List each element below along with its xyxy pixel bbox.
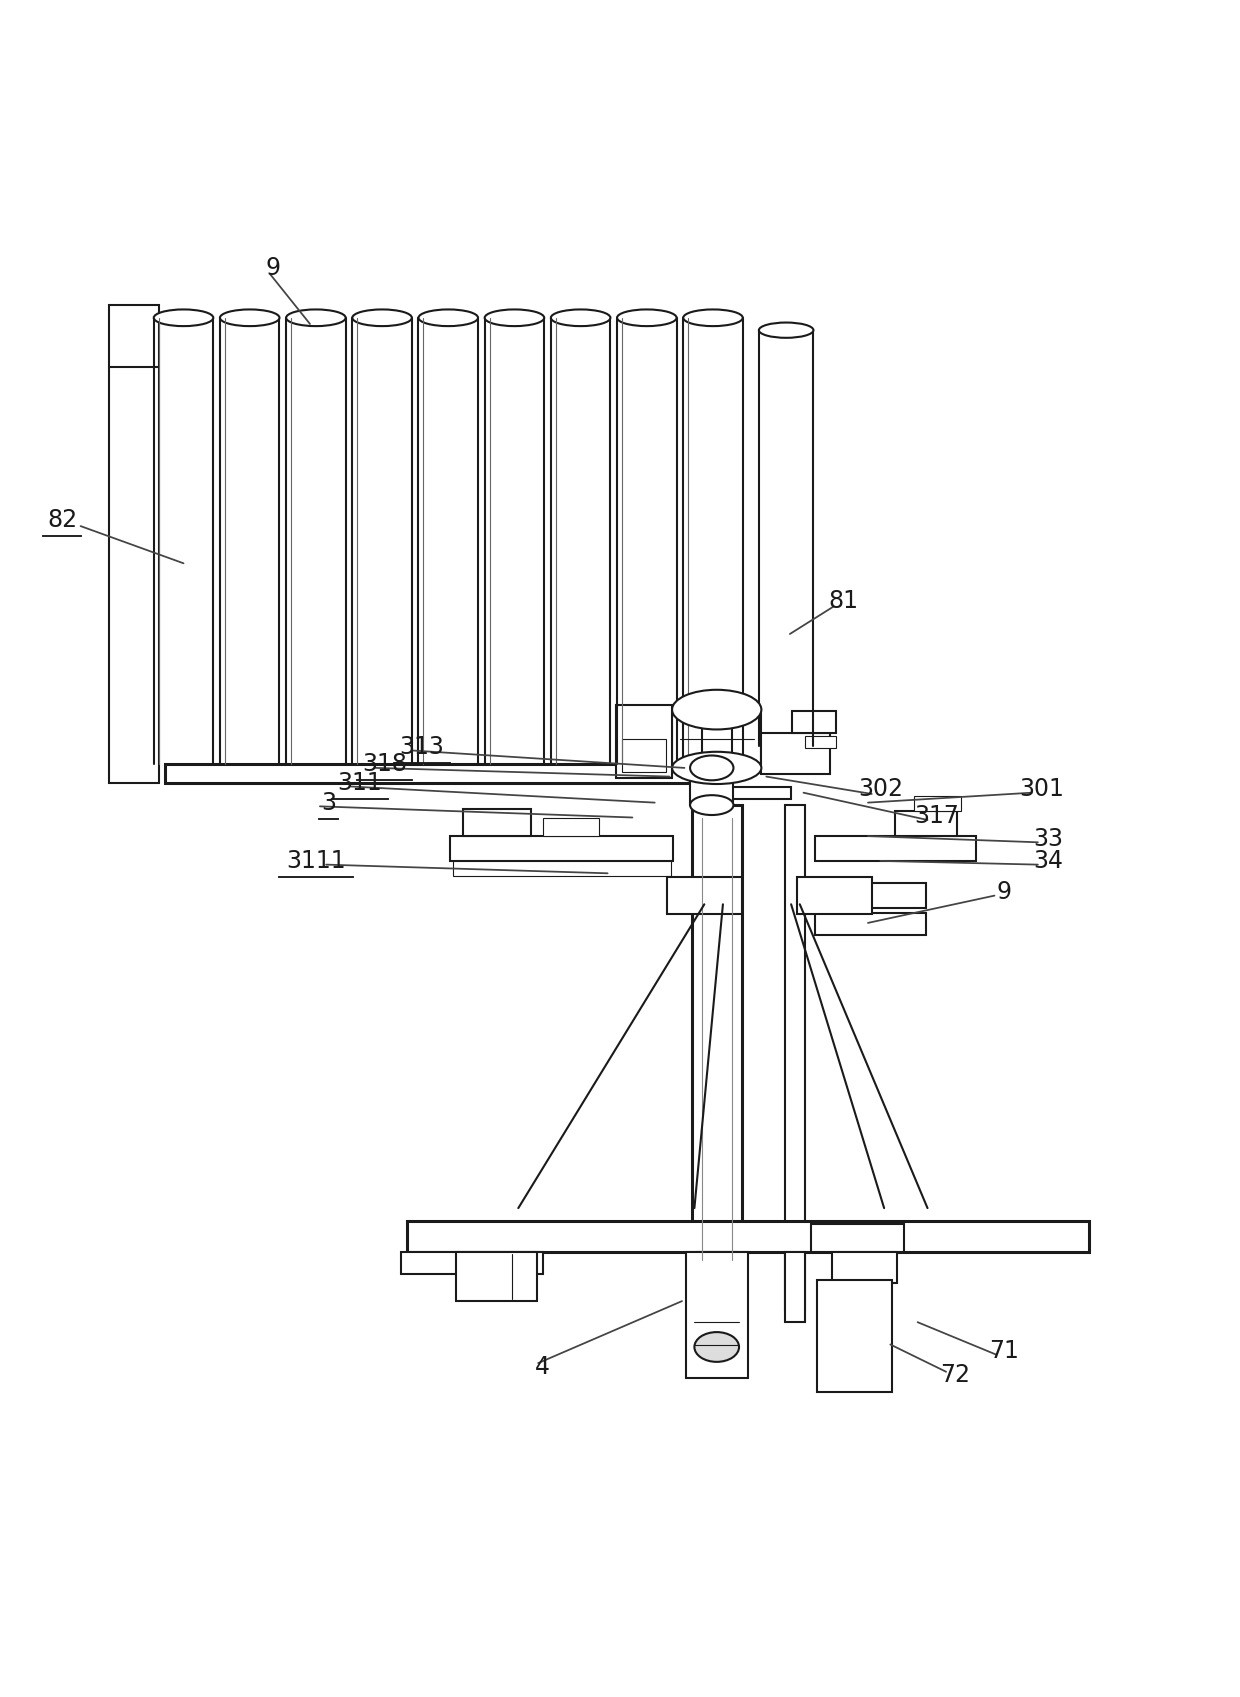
Ellipse shape	[759, 322, 813, 338]
Text: 9: 9	[265, 256, 280, 280]
Bar	[692, 804, 742, 1322]
Bar	[691, 769, 734, 804]
Bar	[616, 704, 672, 777]
Bar	[686, 1251, 748, 1378]
Text: 318: 318	[362, 752, 407, 776]
Bar	[702, 709, 732, 764]
Text: 34: 34	[1033, 848, 1063, 872]
Bar	[811, 1224, 904, 1251]
Ellipse shape	[689, 755, 734, 781]
Bar	[463, 809, 531, 837]
Bar	[543, 818, 599, 837]
Ellipse shape	[485, 309, 544, 326]
Text: 317: 317	[914, 804, 959, 828]
Bar	[450, 837, 673, 860]
Ellipse shape	[618, 309, 677, 326]
Ellipse shape	[694, 1332, 739, 1363]
Bar	[701, 786, 791, 799]
Text: 82: 82	[47, 507, 77, 531]
Bar	[815, 882, 926, 908]
Bar	[697, 1251, 737, 1322]
Bar	[407, 1220, 1089, 1251]
Bar	[832, 1251, 897, 1283]
Bar	[815, 837, 976, 860]
Bar	[785, 1251, 805, 1322]
Text: 9: 9	[997, 881, 1012, 905]
Ellipse shape	[683, 309, 743, 326]
Text: 3: 3	[321, 791, 336, 815]
Text: 3111: 3111	[286, 848, 346, 872]
Ellipse shape	[154, 309, 213, 326]
Ellipse shape	[672, 752, 761, 784]
Ellipse shape	[418, 309, 477, 326]
Text: 71: 71	[990, 1339, 1019, 1363]
Ellipse shape	[689, 796, 734, 815]
Text: 311: 311	[337, 770, 382, 794]
Bar	[914, 796, 961, 811]
Bar	[622, 738, 666, 772]
Text: 302: 302	[858, 777, 903, 801]
Bar	[672, 709, 761, 769]
Ellipse shape	[286, 309, 346, 326]
Bar	[667, 877, 742, 915]
Bar	[797, 877, 872, 915]
Bar	[761, 733, 830, 774]
Text: 4: 4	[534, 1354, 549, 1380]
Ellipse shape	[551, 309, 610, 326]
Bar	[165, 764, 728, 782]
Bar	[815, 913, 926, 935]
Ellipse shape	[672, 689, 761, 730]
Bar	[456, 1251, 537, 1302]
Bar	[453, 860, 671, 876]
Bar	[401, 1251, 543, 1274]
Ellipse shape	[219, 309, 279, 326]
Bar	[805, 736, 836, 748]
Text: 313: 313	[399, 735, 444, 759]
Bar	[109, 305, 159, 782]
Ellipse shape	[352, 309, 412, 326]
Text: 72: 72	[940, 1363, 970, 1388]
Text: 33: 33	[1033, 826, 1063, 850]
Bar	[785, 804, 805, 1310]
Bar	[817, 1280, 892, 1392]
Bar	[792, 711, 836, 733]
Text: 81: 81	[828, 589, 858, 613]
Text: 301: 301	[1019, 777, 1064, 801]
Bar	[895, 811, 957, 837]
